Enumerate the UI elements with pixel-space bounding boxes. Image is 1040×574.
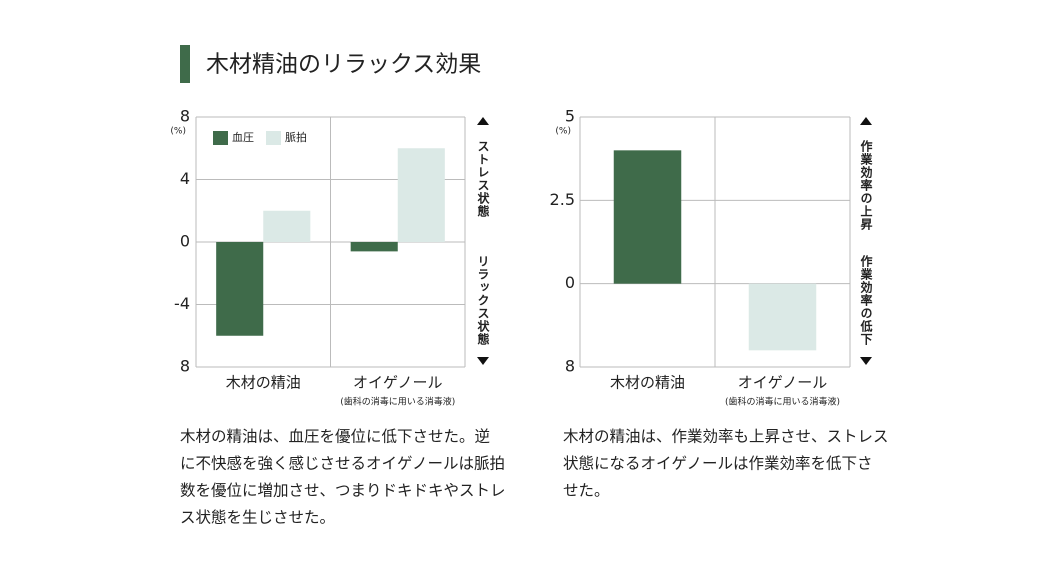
y-tick-label: 0 xyxy=(565,273,575,292)
caption-line: せた。 xyxy=(563,482,610,500)
bar xyxy=(397,148,445,242)
annotation-down: リラックス状態 xyxy=(476,255,490,346)
arrow-down xyxy=(477,357,489,365)
legend-label: 血圧 xyxy=(232,130,254,144)
caption-line: に不快感を強く感じさせるオイゲノールは脈拍 xyxy=(180,455,505,473)
bar xyxy=(613,150,682,284)
category-note: (歯科の消毒に用いる消毒液) xyxy=(725,396,840,408)
x-tick-label: オイゲノール xyxy=(738,374,828,392)
y-tick-label: -4 xyxy=(174,294,190,313)
page-title: 木材精油のリラックス効果 xyxy=(206,52,481,78)
bar xyxy=(748,283,817,351)
x-tick-label: 木材の精油 xyxy=(610,374,685,392)
annotation-up: 作業効率の上昇 xyxy=(859,139,873,231)
annotation-up: ストレス状態 xyxy=(476,140,490,218)
caption-line: 木材の精油は、作業効率も上昇させ、ストレス xyxy=(563,428,889,446)
legend-swatch xyxy=(266,131,281,145)
y-unit: (%) xyxy=(170,127,186,137)
x-tick-label: 木材の精油 xyxy=(226,374,301,392)
y-tick-label: 8 xyxy=(180,357,190,376)
y-tick-label: 5 xyxy=(565,107,575,126)
caption-line: 数を優位に増加させ、つまりドキドキやストレ xyxy=(180,482,506,500)
annotation-down: 作業効率の低下 xyxy=(859,254,873,346)
bar xyxy=(350,242,398,252)
legend-swatch xyxy=(213,131,228,145)
legend-label: 脈拍 xyxy=(285,130,307,144)
arrow-up xyxy=(860,117,872,125)
y-tick-label: 8 xyxy=(180,107,190,126)
y-tick-label: 0 xyxy=(180,232,190,251)
y-unit: (%) xyxy=(555,127,571,137)
y-tick-label: 4 xyxy=(180,169,190,188)
caption-line: 木材の精油は、血圧を優位に低下させた。逆 xyxy=(180,428,490,446)
title-accent xyxy=(180,45,190,83)
y-tick-label: 8 xyxy=(565,357,575,376)
arrow-down xyxy=(860,357,872,365)
x-tick-label: オイゲノール xyxy=(353,374,443,392)
caption-line: ス状態を生じさせた。 xyxy=(180,509,335,527)
arrow-up xyxy=(477,117,489,125)
caption-line: 状態になるオイゲノールは作業効率を低下さ xyxy=(563,455,873,473)
category-note: (歯科の消毒に用いる消毒液) xyxy=(340,396,455,408)
y-tick-label: 2.5 xyxy=(550,190,575,209)
bar xyxy=(263,210,311,242)
bar xyxy=(216,242,264,336)
